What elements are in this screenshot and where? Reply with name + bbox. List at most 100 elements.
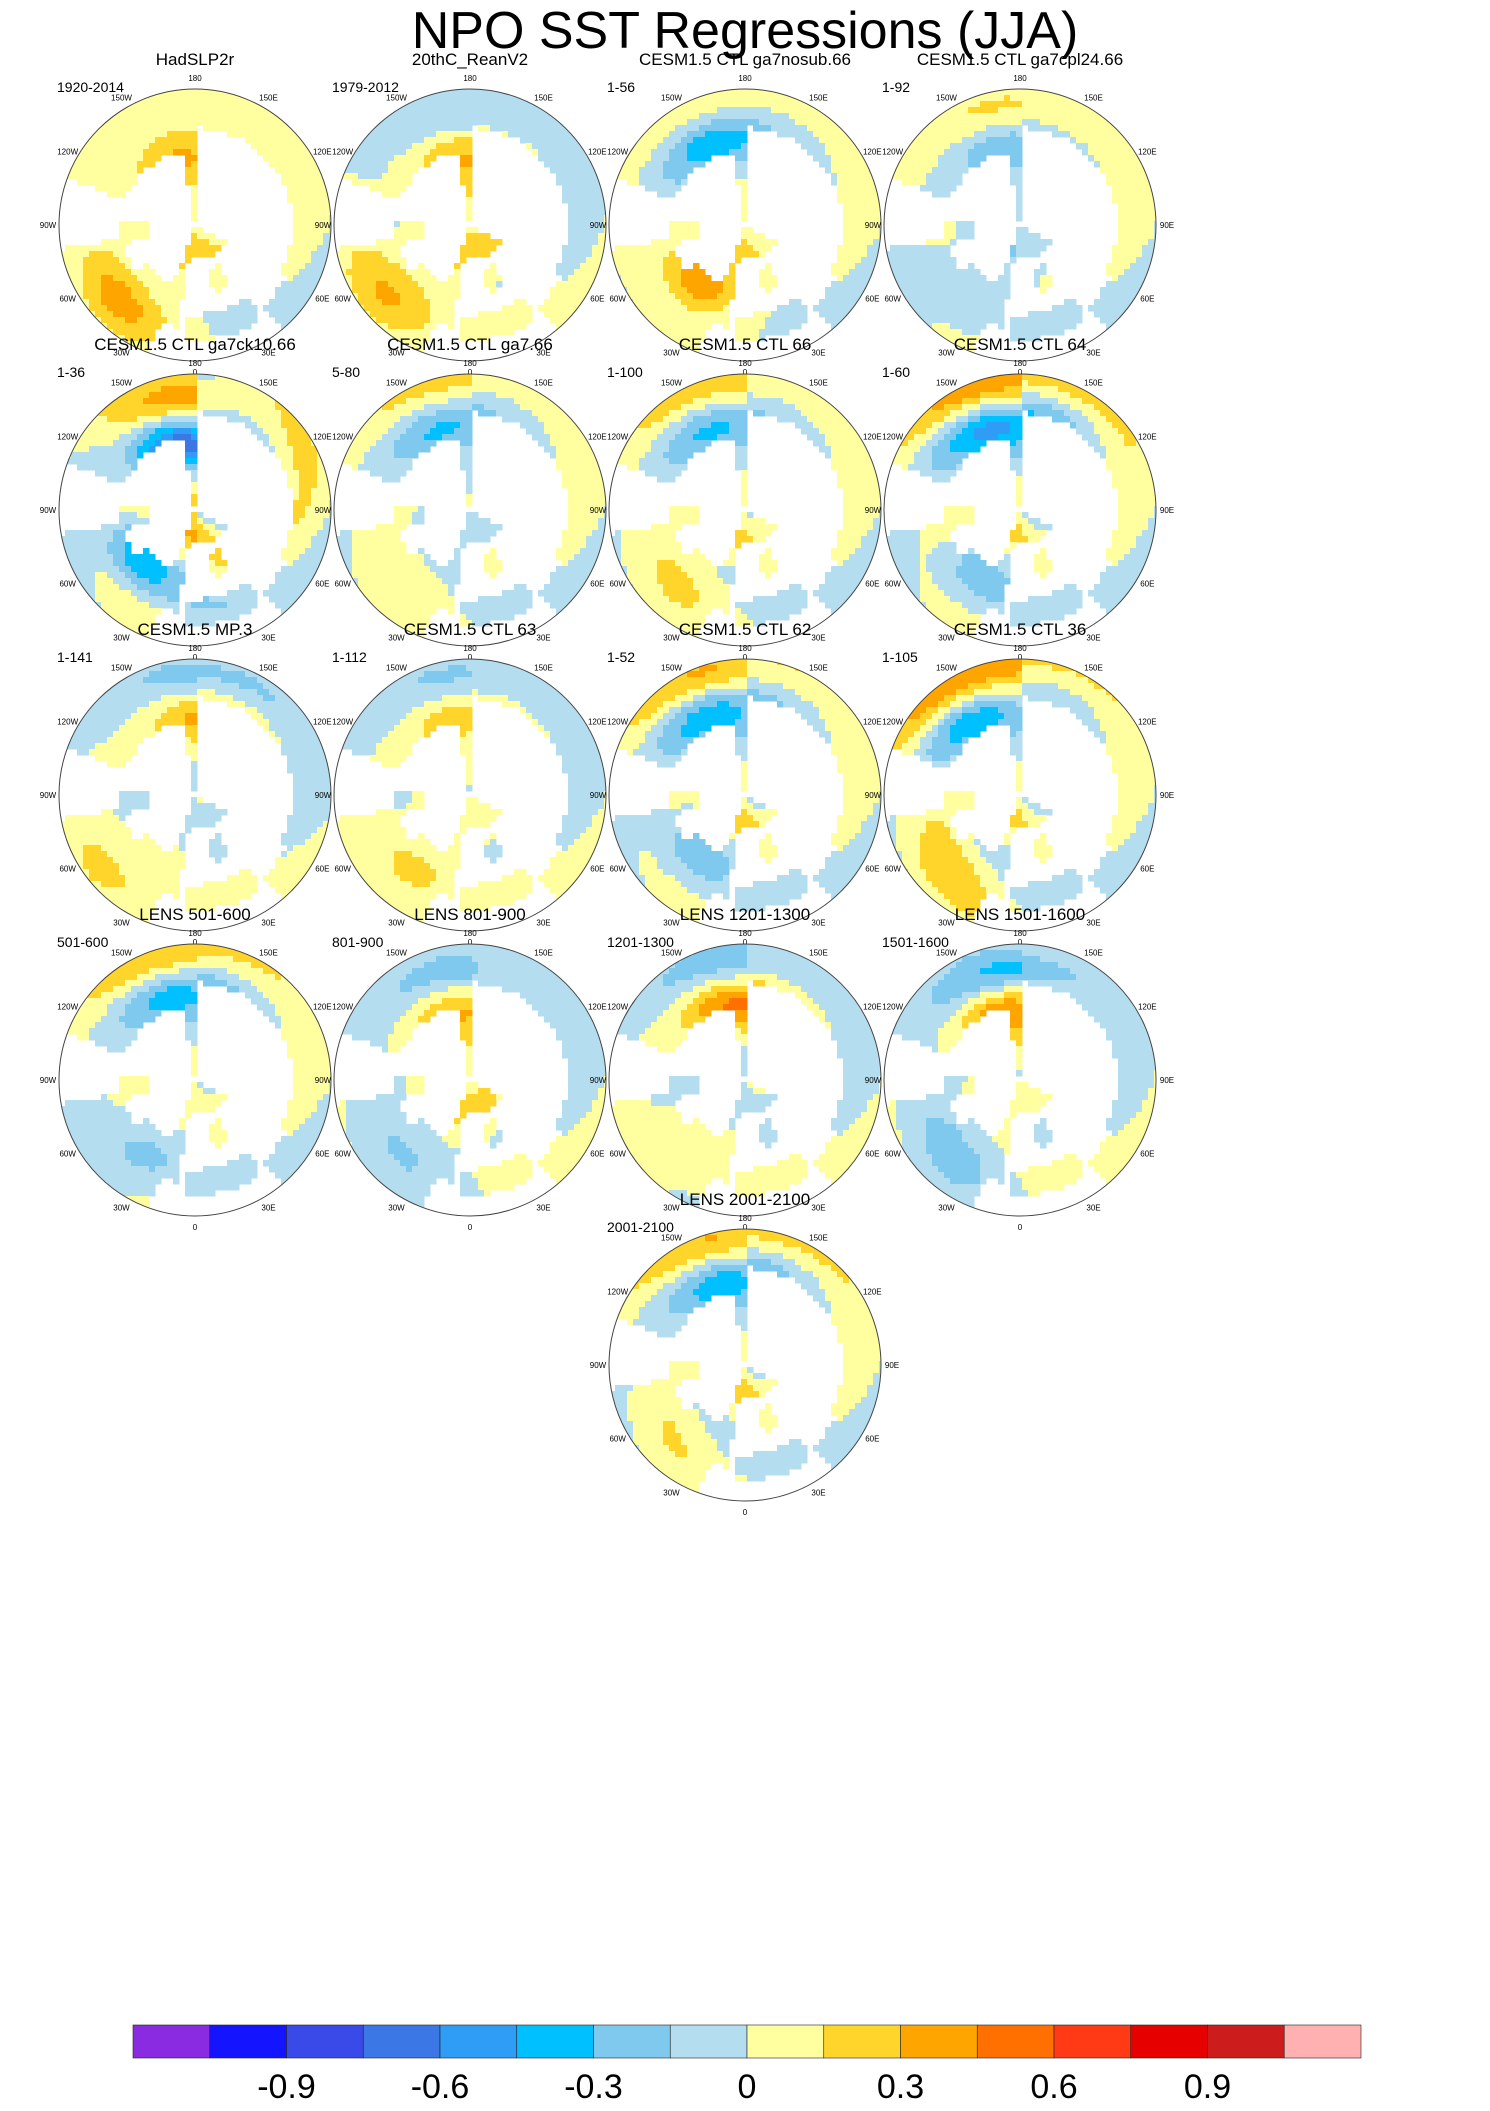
sst-cell bbox=[526, 311, 533, 318]
sst-cell bbox=[107, 257, 114, 264]
sst-cell bbox=[508, 95, 515, 102]
sst-cell bbox=[95, 293, 102, 300]
sst-cell bbox=[394, 329, 401, 336]
sst-cell bbox=[873, 173, 880, 180]
sst-cell bbox=[592, 233, 599, 240]
sst-cell bbox=[1070, 305, 1077, 312]
sst-cell bbox=[358, 179, 365, 186]
sst-cell bbox=[424, 155, 431, 162]
sst-cell bbox=[305, 548, 312, 555]
sst-cell bbox=[125, 221, 132, 228]
sst-cell bbox=[496, 113, 503, 120]
sst-cell bbox=[460, 89, 467, 96]
sst-cell bbox=[293, 137, 300, 144]
sst-cell bbox=[938, 161, 945, 168]
sst-cell bbox=[633, 275, 640, 282]
sst-cell bbox=[167, 89, 174, 96]
sst-cell bbox=[902, 167, 909, 174]
sst-cell bbox=[526, 125, 533, 132]
sst-cell bbox=[293, 566, 300, 573]
sst-cell bbox=[681, 287, 688, 294]
sst-cell bbox=[131, 269, 138, 276]
sst-cell bbox=[717, 113, 724, 120]
sst-cell bbox=[1100, 293, 1107, 300]
sst-cell bbox=[143, 269, 150, 276]
sst-cell bbox=[233, 608, 240, 615]
sst-cell bbox=[1118, 179, 1125, 186]
sst-cell bbox=[161, 404, 168, 411]
sst-cell bbox=[992, 311, 999, 318]
sst-cell bbox=[275, 161, 282, 168]
sst-cell bbox=[388, 263, 395, 270]
sst-cell bbox=[143, 263, 150, 270]
sst-cell bbox=[131, 452, 138, 459]
sst-cell bbox=[113, 299, 120, 306]
sst-cell bbox=[119, 329, 126, 336]
sst-cell bbox=[239, 305, 246, 312]
sst-cell bbox=[1136, 233, 1143, 240]
sst-cell bbox=[203, 245, 210, 252]
sst-cell bbox=[125, 404, 132, 411]
sst-cell bbox=[430, 95, 437, 102]
sst-cell bbox=[143, 317, 150, 324]
sst-cell bbox=[173, 101, 180, 108]
sst-cell bbox=[651, 185, 658, 192]
sst-cell bbox=[269, 446, 276, 453]
sst-cell bbox=[119, 167, 126, 174]
sst-cell bbox=[550, 107, 557, 114]
sst-cell bbox=[687, 149, 694, 156]
sst-cell bbox=[299, 446, 306, 453]
sst-cell bbox=[59, 458, 66, 465]
sst-cell bbox=[149, 101, 156, 108]
sst-cell bbox=[944, 305, 951, 312]
sst-cell bbox=[472, 380, 479, 387]
sst-cell bbox=[801, 101, 808, 108]
sst-cell bbox=[1010, 257, 1017, 264]
sst-cell bbox=[723, 323, 730, 330]
sst-cell bbox=[287, 305, 294, 312]
sst-cell bbox=[687, 275, 694, 282]
sst-cell bbox=[974, 107, 981, 114]
sst-cell bbox=[735, 155, 742, 162]
sst-cell bbox=[107, 542, 114, 549]
sst-cell bbox=[526, 119, 533, 126]
sst-cell bbox=[299, 452, 306, 459]
sst-cell bbox=[765, 317, 772, 324]
sst-cell bbox=[669, 335, 676, 342]
sst-cell bbox=[77, 536, 84, 543]
sst-cell bbox=[1010, 251, 1017, 258]
sst-cell bbox=[448, 149, 455, 156]
sst-cell bbox=[191, 404, 198, 411]
sst-cell bbox=[400, 227, 407, 234]
sst-cell bbox=[131, 293, 138, 300]
sst-cell bbox=[627, 287, 634, 294]
sst-cell bbox=[197, 329, 204, 336]
sst-cell bbox=[370, 281, 377, 288]
sst-cell bbox=[657, 305, 664, 312]
sst-cell bbox=[490, 380, 497, 387]
sst-cell bbox=[741, 335, 748, 342]
sst-cell bbox=[873, 239, 880, 246]
sst-cell bbox=[1142, 269, 1149, 276]
sst-cell bbox=[1124, 131, 1131, 138]
sst-cell bbox=[1124, 203, 1131, 210]
sst-cell bbox=[173, 374, 180, 381]
sst-cell bbox=[867, 227, 874, 234]
sst-cell bbox=[657, 311, 664, 318]
sst-cell bbox=[191, 614, 198, 621]
sst-cell bbox=[663, 149, 670, 156]
sst-cell bbox=[598, 251, 605, 258]
sst-cell bbox=[484, 269, 491, 276]
sst-cell bbox=[215, 524, 222, 531]
sst-cell bbox=[580, 173, 587, 180]
sst-cell bbox=[580, 245, 587, 252]
sst-cell bbox=[669, 155, 676, 162]
lon-tick-label: 30E bbox=[261, 633, 275, 642]
sst-cell bbox=[173, 137, 180, 144]
sst-cell bbox=[777, 125, 784, 132]
sst-cell bbox=[227, 323, 234, 330]
sst-cell bbox=[197, 101, 204, 108]
sst-cell bbox=[149, 143, 156, 150]
sst-cell bbox=[1130, 257, 1137, 264]
sst-cell bbox=[95, 269, 102, 276]
